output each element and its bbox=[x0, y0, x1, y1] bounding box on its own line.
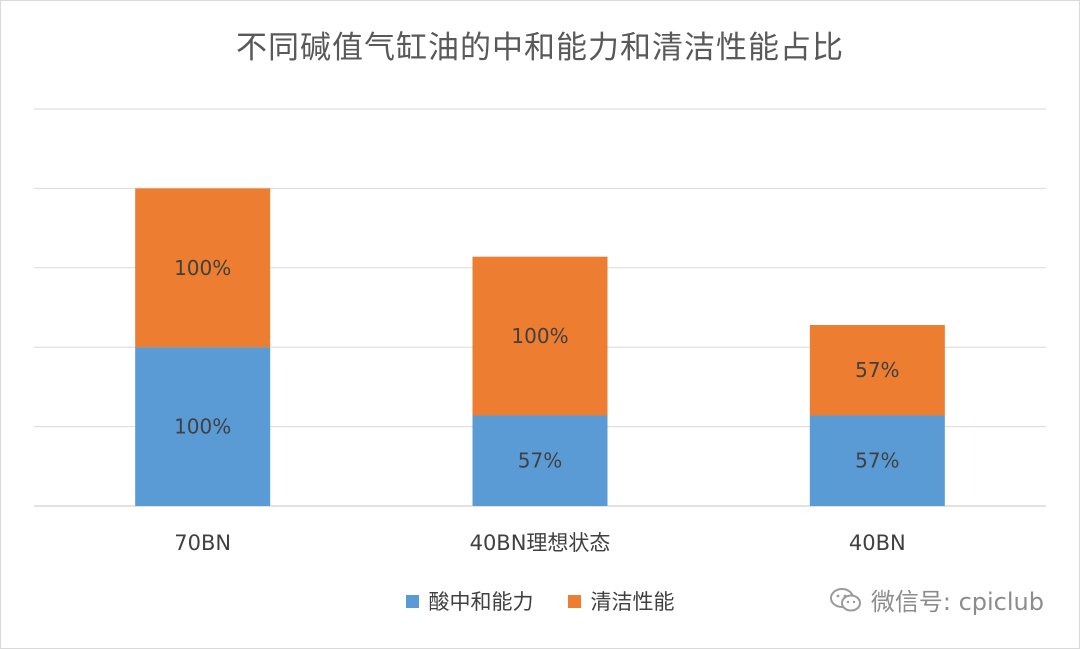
legend-swatch-clean bbox=[567, 594, 581, 608]
legend: 酸中和能力 清洁性能 bbox=[0, 586, 1080, 616]
legend-label-clean: 清洁性能 bbox=[590, 590, 675, 614]
bars bbox=[135, 188, 945, 506]
data-labels: 100% 100% 57% 100% 57% 57% bbox=[174, 256, 899, 473]
watermark: 微信号: cpiclub bbox=[829, 582, 1044, 617]
x-tick-label-1: 40BN理想状态 bbox=[470, 531, 611, 555]
bar-clean-0 bbox=[135, 188, 271, 348]
bar-acid-1 bbox=[472, 415, 608, 506]
data-label-acid-1: 57% bbox=[518, 449, 562, 473]
data-label-acid-0: 100% bbox=[174, 415, 231, 439]
bar-clean-1 bbox=[472, 256, 608, 416]
bar-clean-2 bbox=[809, 324, 945, 416]
bar-acid-0 bbox=[135, 347, 271, 506]
watermark-text: 微信号: cpiclub bbox=[870, 588, 1044, 616]
data-label-clean-1: 100% bbox=[511, 324, 568, 348]
legend-item-clean: 清洁性能 bbox=[567, 586, 675, 616]
data-label-clean-2: 57% bbox=[855, 358, 899, 382]
x-axis-ticks: 70BN 40BN理想状态 40BN bbox=[174, 531, 906, 555]
x-tick-label-2: 40BN bbox=[849, 531, 906, 555]
data-label-clean-0: 100% bbox=[174, 256, 231, 280]
bar-acid-2 bbox=[809, 415, 945, 506]
legend-swatch-acid bbox=[405, 594, 419, 608]
legend-label-acid: 酸中和能力 bbox=[428, 590, 534, 614]
legend-item-acid: 酸中和能力 bbox=[405, 586, 534, 616]
data-label-acid-2: 57% bbox=[855, 449, 899, 473]
wechat-icon bbox=[829, 587, 861, 611]
chart-title: 不同碱值气缸油的中和能力和清洁性能占比 bbox=[236, 30, 844, 66]
x-tick-label-0: 70BN bbox=[174, 531, 231, 555]
